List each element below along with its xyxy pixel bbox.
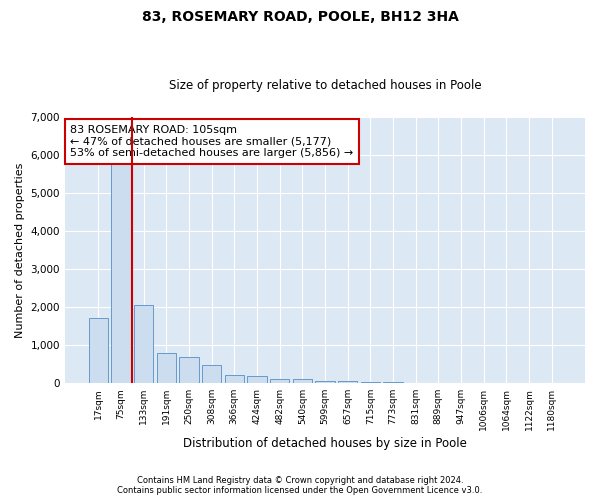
- Bar: [157, 352, 176, 383]
- Bar: [89, 318, 108, 383]
- Bar: [383, 382, 403, 383]
- Bar: [338, 382, 357, 383]
- Bar: [202, 365, 221, 383]
- Bar: [134, 305, 153, 383]
- Bar: [179, 357, 199, 383]
- Bar: [316, 381, 335, 383]
- Bar: [293, 380, 312, 383]
- Bar: [224, 376, 244, 383]
- Bar: [361, 382, 380, 383]
- Text: 83 ROSEMARY ROAD: 105sqm
← 47% of detached houses are smaller (5,177)
53% of sem: 83 ROSEMARY ROAD: 105sqm ← 47% of detach…: [70, 125, 353, 158]
- Bar: [247, 376, 266, 383]
- Title: Size of property relative to detached houses in Poole: Size of property relative to detached ho…: [169, 79, 481, 92]
- Bar: [111, 164, 131, 383]
- X-axis label: Distribution of detached houses by size in Poole: Distribution of detached houses by size …: [183, 437, 467, 450]
- Y-axis label: Number of detached properties: Number of detached properties: [15, 162, 25, 338]
- Text: Contains HM Land Registry data © Crown copyright and database right 2024.
Contai: Contains HM Land Registry data © Crown c…: [118, 476, 482, 495]
- Text: 83, ROSEMARY ROAD, POOLE, BH12 3HA: 83, ROSEMARY ROAD, POOLE, BH12 3HA: [142, 10, 458, 24]
- Bar: [270, 378, 289, 383]
